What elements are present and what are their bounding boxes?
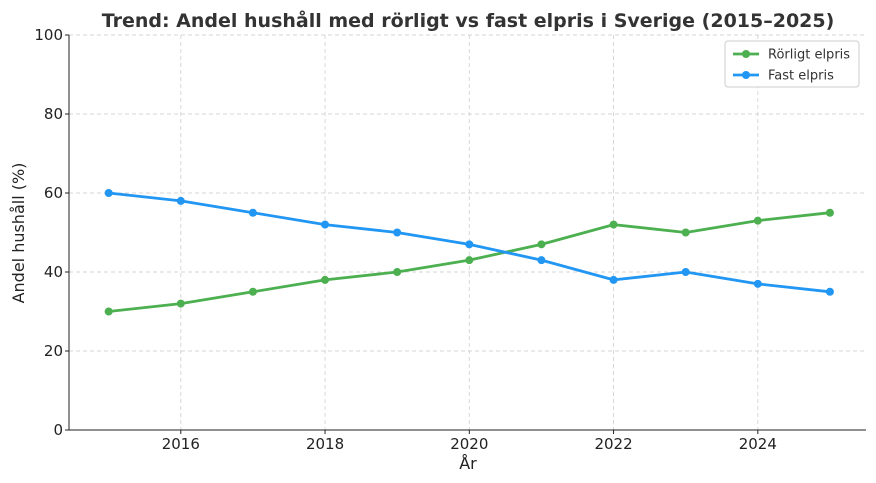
axes — [68, 35, 866, 431]
data-point — [537, 240, 546, 249]
data-point — [609, 220, 618, 229]
data-point — [465, 256, 474, 265]
legend: Rörligt elpris Fast elpris — [724, 40, 860, 88]
y-tick-label: 20 — [44, 342, 63, 360]
data-point — [393, 268, 402, 276]
series — [104, 189, 834, 316]
y-tick-label: 100 — [34, 26, 63, 44]
x-axis-label: År — [459, 454, 477, 473]
series-fast-elpris — [104, 189, 834, 296]
y-axis-label: Andel hushåll (%) — [9, 163, 28, 304]
data-point — [321, 275, 330, 284]
chart-title: Trend: Andel hushåll med rörligt vs fast… — [102, 8, 835, 32]
data-point — [104, 189, 113, 197]
y-tick-label: 0 — [53, 421, 63, 439]
legend-label: Rörligt elpris — [768, 48, 850, 63]
data-point — [248, 287, 257, 296]
data-point — [609, 275, 618, 284]
data-point — [825, 208, 834, 217]
data-point — [825, 287, 834, 296]
legend-marker — [742, 71, 750, 79]
data-point — [537, 256, 546, 265]
grid — [69, 34, 866, 431]
data-point — [753, 216, 762, 225]
legend-item: Rörligt elpris — [733, 48, 850, 63]
x-tick-label: 2020 — [450, 435, 488, 453]
y-tick-label: 40 — [44, 263, 63, 281]
data-point — [681, 268, 690, 276]
y-tick-label: 60 — [44, 184, 63, 202]
data-point — [321, 220, 330, 229]
data-point — [681, 228, 690, 237]
y-tick-label: 80 — [44, 105, 63, 123]
series-rorligt-elpris — [104, 208, 834, 316]
x-tick-label: 2016 — [162, 435, 200, 453]
x-tick-label: 2022 — [594, 435, 632, 453]
legend-item: Fast elpris — [733, 69, 834, 84]
data-point — [465, 240, 474, 249]
legend-label: Fast elpris — [768, 69, 834, 84]
tick-labels: 2016 2018 2020 2022 2024 0 20 40 60 80 100 — [34, 26, 777, 453]
data-point — [176, 196, 185, 205]
data-point — [393, 228, 402, 237]
data-point — [176, 299, 185, 308]
data-point — [104, 307, 113, 316]
x-tick-label: 2018 — [306, 435, 344, 453]
x-tick-label: 2024 — [739, 435, 777, 453]
legend-marker — [742, 50, 750, 58]
data-point — [753, 279, 762, 288]
data-point — [248, 208, 257, 217]
